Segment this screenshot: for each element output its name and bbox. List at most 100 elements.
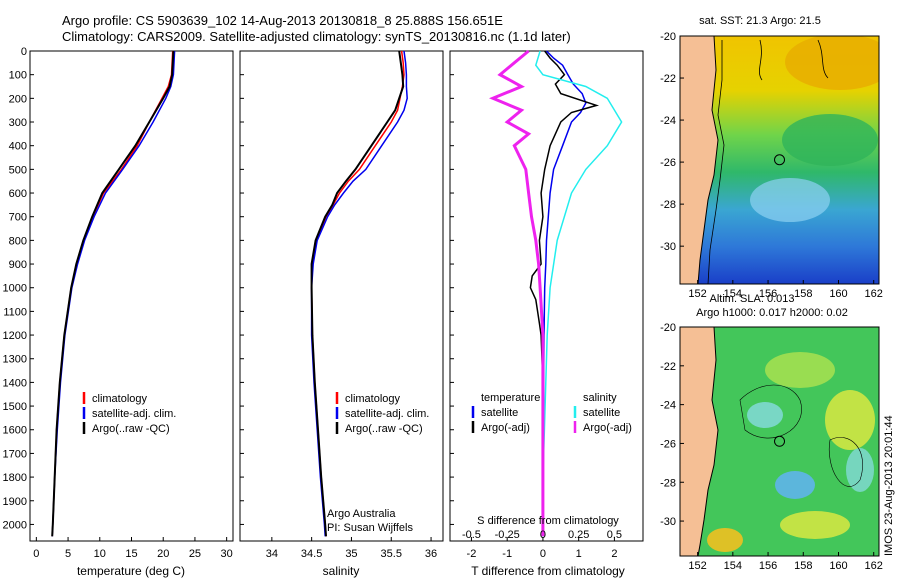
sla-high-2	[825, 390, 875, 450]
difference-xlabel-top: S difference from climatology	[477, 515, 619, 527]
salinity-x-ticks: 34 34.5 35 35.5 36	[266, 537, 437, 560]
depth-tick-label: 100	[9, 70, 27, 82]
difference-x-ticks: -2 -1 0 1 2	[467, 537, 617, 560]
salinity-diff-tick-label: 0.5	[607, 529, 622, 541]
x-tick-label: 1	[576, 548, 582, 560]
map-x-tick-label: 156	[759, 288, 777, 300]
depth-tick-label: 1700	[3, 448, 27, 460]
legend-title-temperature: temperature	[481, 392, 540, 404]
temperature-axes-box	[29, 50, 234, 542]
salinity-xlabel: salinity	[323, 564, 360, 578]
salinity-diff-tick-label: -0.5	[462, 529, 481, 541]
x-tick-label: 15	[125, 548, 137, 560]
depth-tick-label: 1100	[3, 306, 27, 318]
map-x-tick-label: 160	[829, 560, 847, 572]
annotation-pi: PI: Susan Wijffels	[327, 522, 413, 534]
sla-low-2	[775, 471, 815, 499]
x-tick-label: 35	[345, 548, 357, 560]
sla-low-1	[747, 402, 783, 428]
difference-legend: temperature salinity satellite Argo(-adj…	[471, 392, 632, 434]
series-line-argo-raw-qc-	[51, 50, 175, 537]
map-y-tick-label: -20	[660, 31, 676, 43]
sst-y-ticks: -20 -22 -24 -26 -28 -30	[660, 31, 684, 253]
depth-tick-label: 1800	[3, 472, 27, 484]
legend-title-salinity: salinity	[583, 392, 617, 404]
map-y-tick-label: -24	[660, 400, 676, 412]
depth-tick-label: 1900	[3, 496, 27, 508]
sst-map-panel: sat. SST: 21.3 Argo: 21.5 152 154 156 158 16…	[660, 15, 883, 300]
map-x-tick-label: 152	[688, 288, 706, 300]
sst-green-patch	[782, 114, 878, 166]
temperature-panel: 0100200300400500600700800900100011001200…	[3, 46, 454, 578]
depth-tick-label: 600	[9, 188, 27, 200]
series-line-satellite-adj-clim-	[310, 50, 408, 537]
map-x-tick-label: 162	[865, 288, 883, 300]
salinity-lines	[310, 50, 408, 537]
header-line1: Argo profile: CS 5903639_102 14-Aug-2013…	[62, 13, 503, 28]
depth-tick-label: 400	[9, 141, 27, 153]
map-x-tick-label: 158	[794, 288, 812, 300]
sla-contour	[739, 384, 863, 487]
side-label: IMOS 23-Aug-2013 20:01:44	[883, 415, 895, 556]
map-y-tick-label: -30	[660, 241, 676, 253]
sst-cool-patch	[750, 178, 830, 222]
salinity-diff-tick-label: 0.25	[568, 529, 589, 541]
depth-tick-label: 700	[9, 212, 27, 224]
sla-high-3	[780, 511, 850, 539]
x-tick-label: 5	[65, 548, 71, 560]
sla-map-title-2: Argo h1000: 0.017 h2000: 0.02	[696, 307, 848, 319]
map-x-tick-label: 160	[829, 288, 847, 300]
depth-tick-label: 200	[9, 93, 27, 105]
map-y-tick-label: -22	[660, 73, 676, 85]
depth-tick-label: 1000	[3, 283, 27, 295]
map-y-tick-label: -24	[660, 115, 676, 127]
land-mass	[680, 36, 719, 284]
x-tick-label: 34.5	[301, 548, 322, 560]
depth-tick-label: 1600	[3, 425, 27, 437]
x-tick-label: 0	[540, 548, 546, 560]
reef-contour	[759, 39, 829, 81]
map-y-tick-label: -20	[660, 322, 676, 334]
legend-label-satellite: satellite-adj. clim.	[345, 408, 429, 420]
argo-position-marker	[774, 154, 786, 166]
sla-map-panel: Altim. SLA: 0.013 Argo h1000: 0.017 h200…	[660, 293, 883, 572]
map-x-tick-label: 154	[724, 288, 742, 300]
series-line-temperature-argo-adj-	[529, 50, 600, 537]
x-tick-label: 30	[221, 548, 233, 560]
map-x-tick-label: 158	[794, 560, 812, 572]
map-x-tick-label: 156	[759, 560, 777, 572]
depth-tick-label: 1500	[3, 401, 27, 413]
legend-label-satellite: satellite-adj. clim.	[92, 408, 176, 420]
sst-warm-patch	[785, 36, 879, 90]
x-tick-label: 0	[33, 548, 39, 560]
map-x-tick-label: 154	[724, 560, 742, 572]
series-line-salinity-satellite	[534, 50, 623, 537]
sst-map-title: sat. SST: 21.3 Argo: 21.5	[699, 15, 821, 27]
depth-tick-label: 800	[9, 235, 27, 247]
sla-map-title-1: Altim. SLA: 0.013	[710, 293, 795, 305]
map-y-tick-label: -28	[660, 477, 676, 489]
difference-panel: -2 -1 0 1 2 S difference from climatology -0…	[449, 49, 644, 578]
series-line-argo-raw-qc-	[310, 50, 405, 537]
salinity-axes-box	[239, 50, 444, 542]
sla-low-3	[846, 448, 874, 492]
argo-position-marker	[774, 435, 786, 447]
x-tick-label: 10	[94, 548, 106, 560]
series-line-salinity-argo-adj-	[488, 49, 545, 537]
land-mass	[680, 327, 719, 556]
x-tick-label: 35.5	[381, 548, 402, 560]
sla-map-frame	[679, 326, 880, 557]
shelf-contour	[707, 40, 725, 284]
legend-label-argo: Argo(..raw -QC)	[92, 423, 170, 435]
depth-tick-label: 1400	[3, 377, 27, 389]
salinity-legend: climatology satellite-adj. clim. Argo(..…	[335, 392, 429, 435]
depth-tick-label: 0	[21, 46, 27, 58]
depth-tick-label: 1200	[3, 330, 27, 342]
depth-tick-label: 1300	[3, 354, 27, 366]
annotation-program: Argo Australia	[327, 508, 396, 520]
x-tick-label: 36	[425, 548, 437, 560]
map-y-tick-label: -30	[660, 516, 676, 528]
temperature-lines	[51, 50, 176, 537]
legend-label-temp-argo: Argo(-adj)	[481, 422, 530, 434]
